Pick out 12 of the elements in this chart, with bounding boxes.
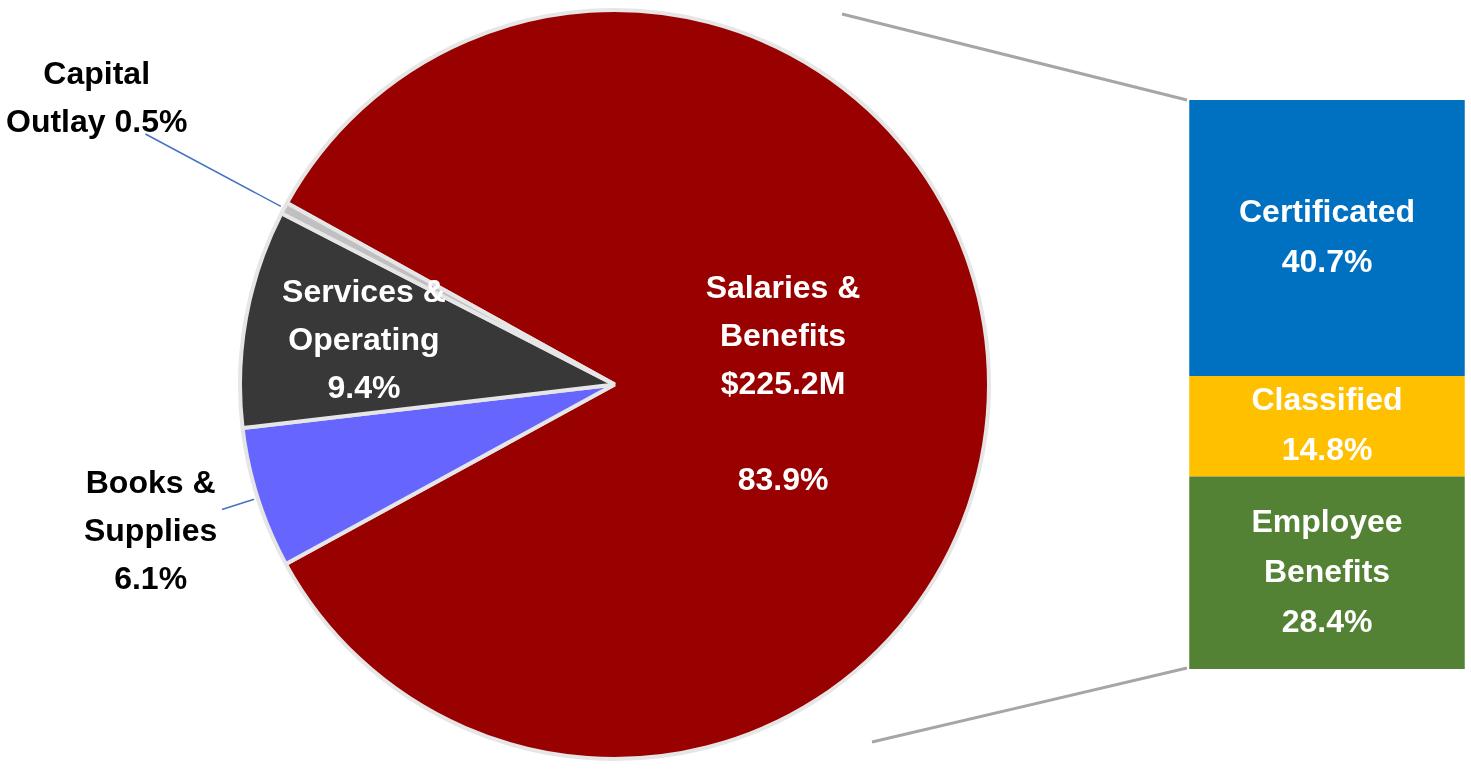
series-label: Classified <box>1251 381 1403 418</box>
slice-label: Capital Outlay 0.5% <box>6 54 188 139</box>
series-label: Employee Benefits <box>1251 502 1403 589</box>
series-label: Certificated <box>1238 192 1416 229</box>
data-label: 28.4% <box>1281 602 1373 639</box>
data-label: 6.1% <box>114 560 188 597</box>
data-label: 14.8% <box>1281 431 1373 468</box>
data-label: 9.4% <box>327 368 401 405</box>
slice-label: Salaries & Benefits <box>705 268 861 353</box>
slice-label: Books & Supplies <box>83 464 218 549</box>
text: $225.2M 83.9% <box>720 364 846 497</box>
data-label: 40.7% <box>1281 242 1373 279</box>
